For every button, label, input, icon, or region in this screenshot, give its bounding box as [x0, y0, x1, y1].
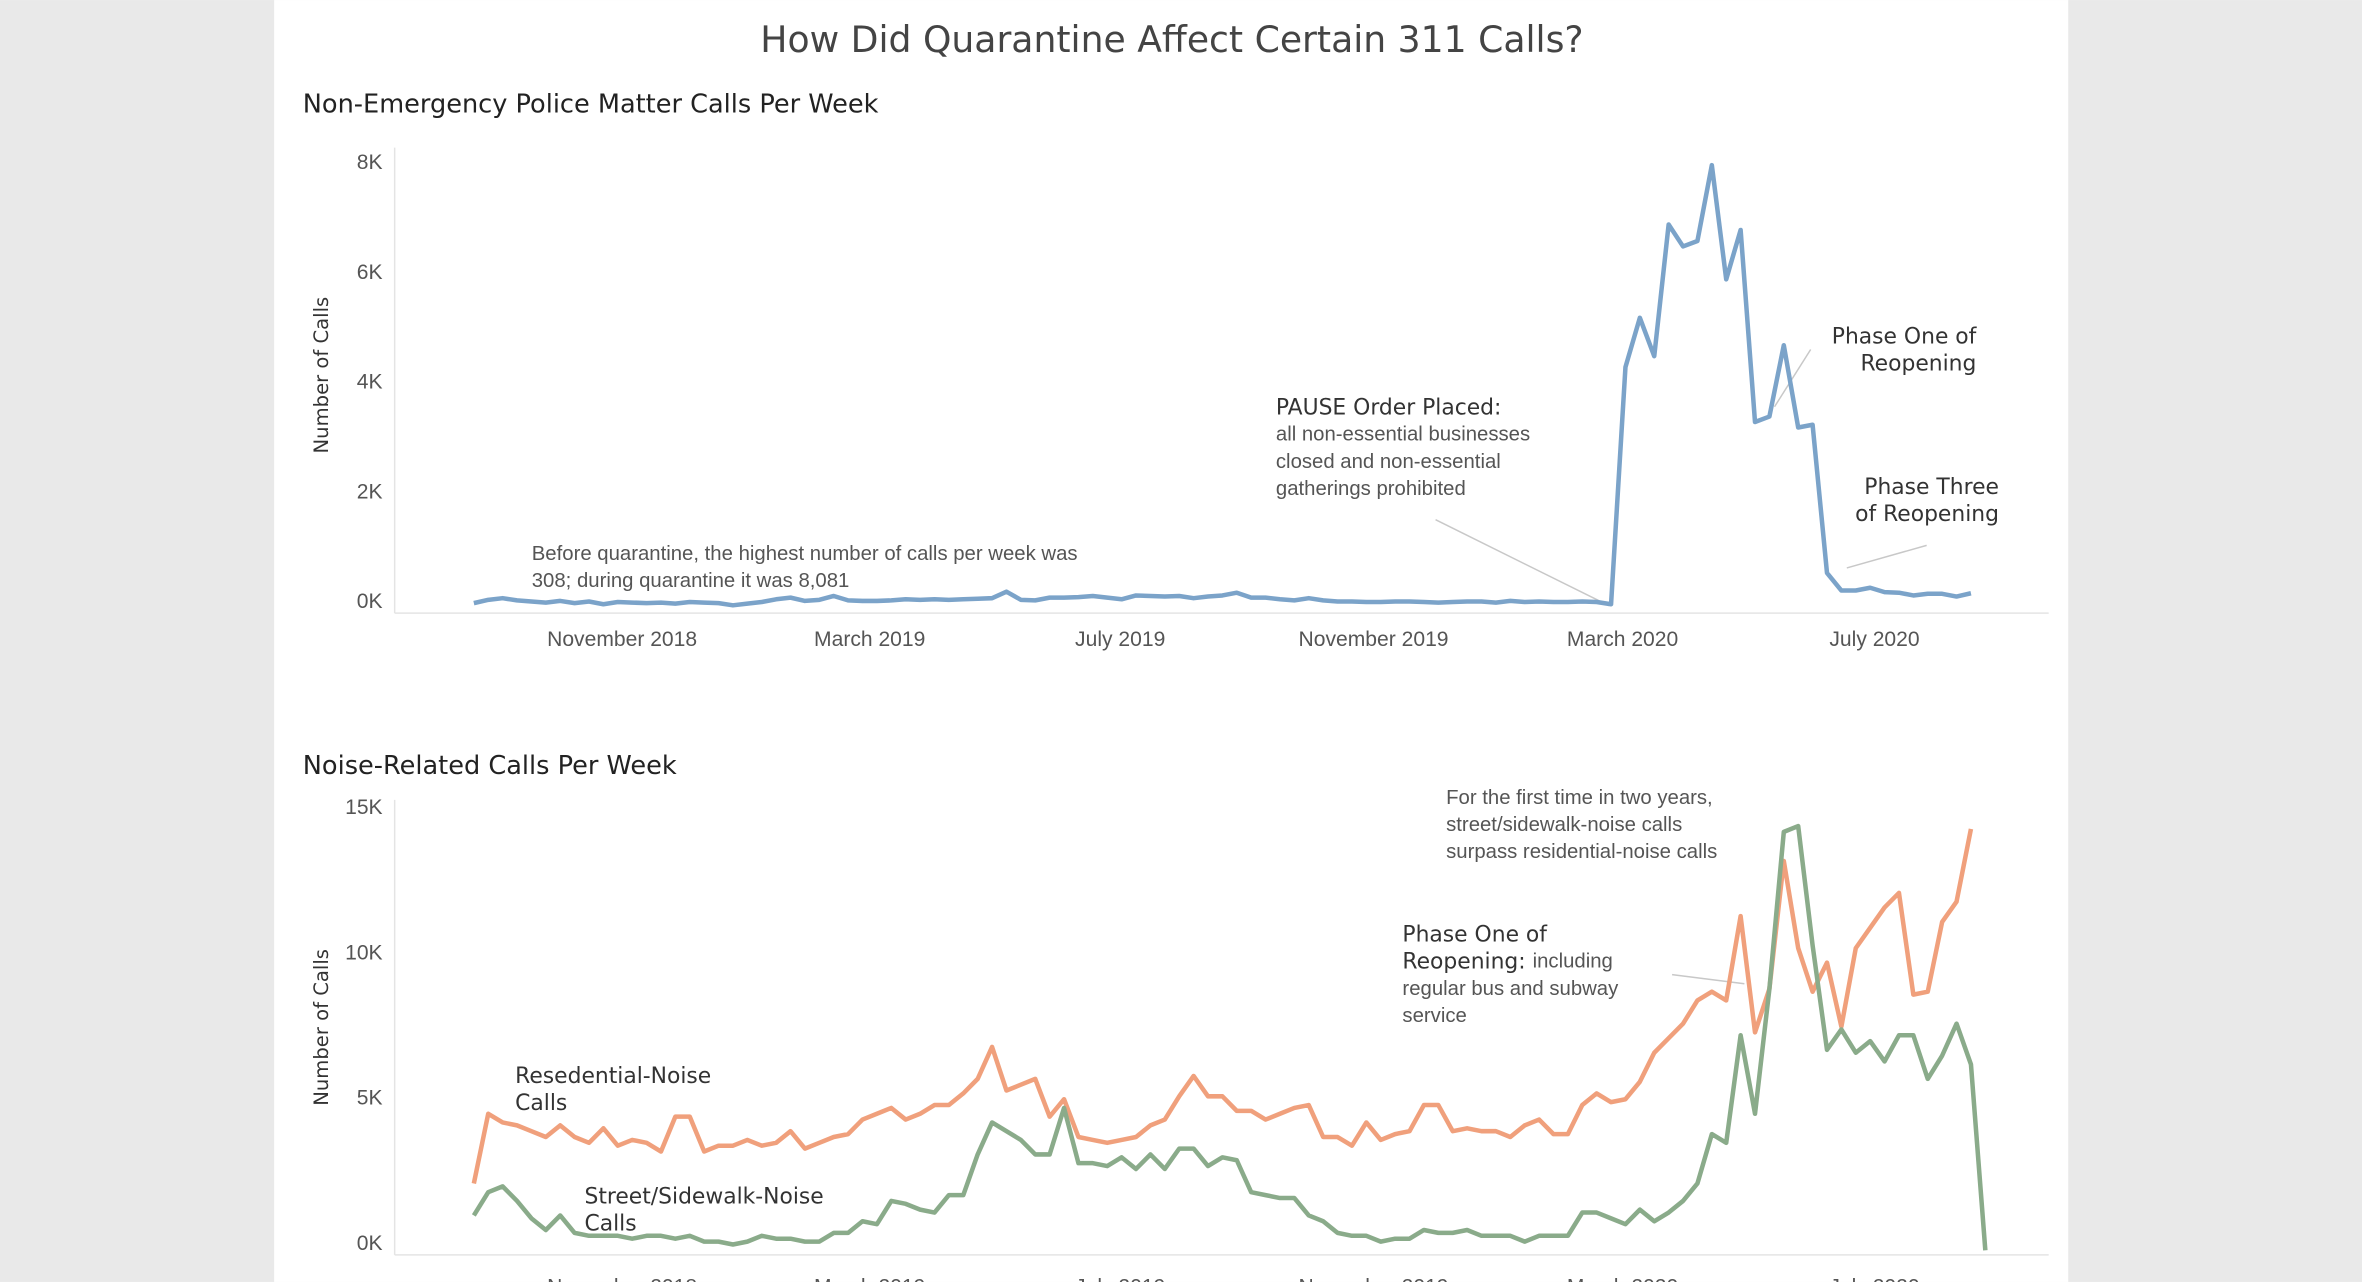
annotation-text: closed and non-essential [1276, 451, 1501, 473]
y-tick-label: 8K [357, 151, 383, 174]
annotation-text: service [1402, 1005, 1466, 1027]
annotation-heading: Street/Sidewalk-Noise [584, 1185, 823, 1210]
annotation-heading-text: Phase One of [1402, 922, 1548, 947]
x-tick-label: November 2019 [1299, 628, 1449, 651]
annotation-heading: Reopening [1861, 352, 1977, 377]
annotation-connector [1435, 519, 1610, 607]
y-axis-label: Number of Calls [310, 949, 333, 1106]
annotation-heading: Resedential-Noise [515, 1064, 711, 1089]
annotation-text: including [1533, 951, 1613, 973]
annotation-heading: Calls [515, 1091, 567, 1116]
x-tick-label: March 2020 [1567, 628, 1678, 651]
annotation-heading-text: Phase Three [1864, 475, 1999, 500]
y-tick-label: 2K [357, 480, 383, 503]
y-tick-label: 0K [357, 590, 383, 613]
annotation-heading: Reopening: including [1402, 950, 1612, 975]
annotation-heading: Phase One of [1402, 922, 1548, 947]
y-tick-label: 15K [345, 796, 383, 819]
annotation-text: Before quarantine, the highest number of… [532, 543, 1078, 565]
annotation-heading-text: Reopening: [1402, 950, 1525, 975]
x-tick-label: July 2020 [1829, 628, 1919, 651]
annotation-heading-text: Calls [515, 1091, 567, 1116]
annotation-text: street/sidewalk-noise calls [1446, 814, 1682, 836]
annotation-text: For the first time in two years, [1446, 787, 1713, 809]
annotation-connector [1846, 544, 1927, 569]
page-title: How Did Quarantine Affect Certain 311 Ca… [760, 18, 1583, 61]
y-tick-label: 4K [357, 371, 383, 394]
series-line [473, 162, 1972, 608]
annotation-heading-text: of Reopening [1855, 502, 1999, 527]
chart-subtitle: Noise-Related Calls Per Week [303, 751, 677, 781]
annotation-heading-text: Reopening [1861, 352, 1977, 377]
x-tick-label: November 2019 [1299, 1276, 1449, 1282]
y-tick-label: 6K [357, 261, 383, 284]
x-tick-label: November 2018 [547, 1276, 697, 1282]
annotation-heading-text: Calls [584, 1212, 636, 1237]
annotation-heading: Phase One of [1832, 324, 1978, 349]
panel [274, 0, 2069, 1282]
y-axis-label: Number of Calls [310, 297, 333, 454]
annotation-text: regular bus and subway [1402, 978, 1619, 1000]
annotation-text: all non-essential businesses [1276, 424, 1530, 446]
x-tick-label: July 2020 [1829, 1276, 1919, 1282]
annotation-text: gatherings prohibited [1276, 478, 1466, 500]
annotation-connector [1773, 349, 1812, 408]
x-tick-label: November 2018 [547, 628, 697, 651]
annotation-heading: Phase Three [1864, 475, 1999, 500]
annotation-heading-text: Resedential-Noise [515, 1064, 711, 1089]
annotation-text: 308; during quarantine it was 8,081 [532, 570, 850, 592]
series-line [471, 823, 1988, 1251]
x-tick-label: March 2020 [1567, 1276, 1678, 1282]
annotation-connector [1671, 973, 1745, 985]
y-tick-label: 0K [357, 1232, 383, 1255]
x-tick-label: March 2019 [814, 1276, 925, 1282]
annotation-heading-text: Phase One of [1832, 324, 1978, 349]
annotation-heading: Calls [584, 1212, 636, 1237]
x-tick-label: March 2019 [814, 628, 925, 651]
x-tick-label: July 2019 [1075, 628, 1165, 651]
annotation-heading-text: Street/Sidewalk-Noise [584, 1185, 823, 1210]
chart-subtitle: Non-Emergency Police Matter Calls Per We… [303, 89, 879, 119]
series-line [471, 828, 1974, 1184]
annotation-text: surpass residential-noise calls [1446, 841, 1717, 863]
x-tick-label: July 2019 [1075, 1276, 1165, 1282]
annotation-heading: PAUSE Order Placed: [1276, 395, 1501, 420]
y-tick-label: 10K [345, 941, 383, 964]
annotation-heading-text: PAUSE Order Placed: [1276, 395, 1501, 420]
y-tick-label: 5K [357, 1087, 383, 1110]
annotation-heading: of Reopening [1855, 502, 1999, 527]
